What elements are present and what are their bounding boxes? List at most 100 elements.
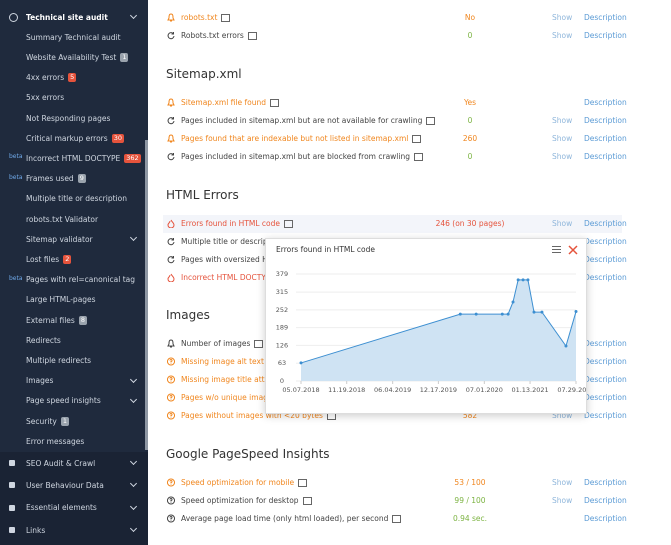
sidebar-item[interactable]: Error messages (26, 433, 84, 449)
close-icon[interactable] (568, 245, 578, 255)
sidebar-group[interactable]: Essential elements (26, 500, 97, 516)
sidebar-item[interactable]: Page speed insights (26, 393, 101, 409)
x-tick-label: 07.29.2021 (557, 386, 586, 394)
sidebar-item[interactable]: Large HTML-pages (26, 292, 96, 308)
info-icon (302, 496, 312, 505)
scrollbar (145, 140, 148, 450)
point (564, 344, 568, 348)
sidebar-item[interactable]: External files 8 (26, 312, 87, 328)
row-label: Speed optimization for desktop (181, 496, 312, 505)
section-heading: Images (166, 308, 210, 322)
row-label: Pages found that are indexable but not l… (181, 134, 422, 143)
status-icon (167, 273, 175, 282)
beta-tag: beta (9, 173, 23, 181)
sidebar-label: Frames used (26, 174, 74, 184)
row-text: Speed optimization for mobile (181, 478, 295, 487)
sidebar-item[interactable]: Multiple title or description (26, 191, 127, 207)
show-link[interactable]: Show (552, 13, 573, 22)
y-tick-label: 379 (276, 270, 288, 278)
description-link[interactable]: Description (584, 410, 627, 420)
show-link[interactable]: Show (552, 410, 573, 420)
x-tick-label: 07.01.2020 (466, 386, 503, 394)
sidebar-label: Links (26, 525, 46, 535)
description-link[interactable]: Description (584, 31, 627, 40)
point (474, 312, 478, 316)
show-link[interactable]: Show (552, 151, 573, 161)
row-value: Yes (463, 98, 477, 107)
row-value: 0 (467, 31, 473, 40)
sidebar-item[interactable]: Security 1 (26, 413, 69, 429)
sidebar-group[interactable]: User Behaviour Data (26, 477, 104, 493)
sidebar-item[interactable]: 4xx errors 5 (26, 70, 77, 86)
description-link[interactable]: Description (584, 356, 627, 366)
point (511, 300, 515, 304)
sidebar-item[interactable]: Lost files 2 (26, 251, 72, 267)
description-link[interactable]: Description (584, 392, 627, 402)
row-value: 582 (462, 410, 478, 420)
badge: 8 (78, 315, 87, 325)
point (521, 278, 525, 282)
status-icon (167, 237, 175, 246)
description-link[interactable]: Description (584, 374, 627, 384)
info-icon (412, 134, 422, 143)
sidebar-item[interactable]: Multiple redirects (26, 352, 91, 368)
info-icon (426, 116, 436, 125)
sidebar-item[interactable]: Redirects (26, 332, 61, 348)
description-link[interactable]: Description (584, 495, 627, 505)
sidebar-item[interactable]: Images (26, 373, 53, 389)
point (532, 310, 536, 314)
sidebar-item[interactable]: Frames used 9 (26, 171, 86, 187)
sidebar-item[interactable]: Summary Technical audit (26, 29, 121, 45)
sidebar-item[interactable]: Pages with rel=canonical tag (26, 272, 135, 288)
show-link[interactable]: Show (552, 133, 573, 143)
badge: 9 (77, 174, 86, 184)
description-link[interactable]: Description (584, 13, 627, 22)
sidebar-label: Summary Technical audit (26, 32, 121, 42)
sidebar-item[interactable]: 5xx errors (26, 90, 64, 106)
icon (9, 460, 15, 466)
description-link[interactable]: Description (584, 115, 627, 125)
status-icon (167, 411, 175, 420)
description-link[interactable]: Description (584, 133, 627, 143)
description-link[interactable]: Description (584, 98, 627, 107)
description-link[interactable]: Description (584, 254, 627, 264)
row-text: Speed optimization for desktop (181, 495, 299, 505)
sidebar-item[interactable]: Sitemap validator (26, 231, 93, 247)
sidebar-item[interactable]: Technical site audit (26, 9, 108, 25)
show-link[interactable]: Show (552, 31, 573, 40)
sidebar-group[interactable]: Links (26, 522, 45, 538)
sidebar-item[interactable]: Not Responding pages (26, 110, 110, 126)
description-link[interactable]: Description (584, 478, 627, 487)
sidebar-item[interactable]: Critical markup errors 30 (26, 130, 124, 146)
description-link[interactable]: Description (584, 513, 627, 523)
info-icon (414, 152, 423, 161)
description-link[interactable]: Description (584, 236, 627, 246)
menu-icon[interactable] (552, 245, 562, 254)
icon (9, 527, 15, 534)
point (506, 312, 510, 316)
sidebar-item[interactable]: Website Availability Test 1 (26, 49, 129, 65)
sidebar-item[interactable]: Incorrect HTML DOCTYPE 362 (26, 150, 141, 166)
description-link[interactable]: Description (584, 219, 627, 228)
description-link[interactable]: Description (584, 272, 627, 282)
y-tick-label: 189 (276, 324, 288, 332)
sidebar-label: Technical site audit (26, 12, 108, 22)
row-value: 99 / 100 (454, 495, 486, 505)
status-icon (167, 13, 175, 22)
sidebar-label: SEO Audit & Crawl (26, 458, 96, 468)
show-link[interactable]: Show (552, 478, 573, 487)
sidebar-label: Essential elements (26, 503, 97, 513)
show-link[interactable]: Show (552, 115, 573, 125)
y-tick-label: 315 (276, 288, 288, 296)
description-link[interactable]: Description (584, 151, 627, 161)
row-value: 246 (on 30 pages) (435, 219, 505, 228)
point (574, 310, 578, 314)
show-link[interactable]: Show (552, 495, 573, 505)
chevron (129, 11, 138, 20)
x-tick-label: 01.13.2021 (511, 386, 548, 394)
sidebar-group[interactable]: SEO Audit & Crawl (26, 455, 95, 471)
show-link[interactable]: Show (552, 219, 573, 228)
description-link[interactable]: Description (584, 339, 627, 348)
sidebar-label: Redirects (26, 335, 61, 345)
sidebar-item[interactable]: robots.txt Validator (26, 211, 98, 227)
